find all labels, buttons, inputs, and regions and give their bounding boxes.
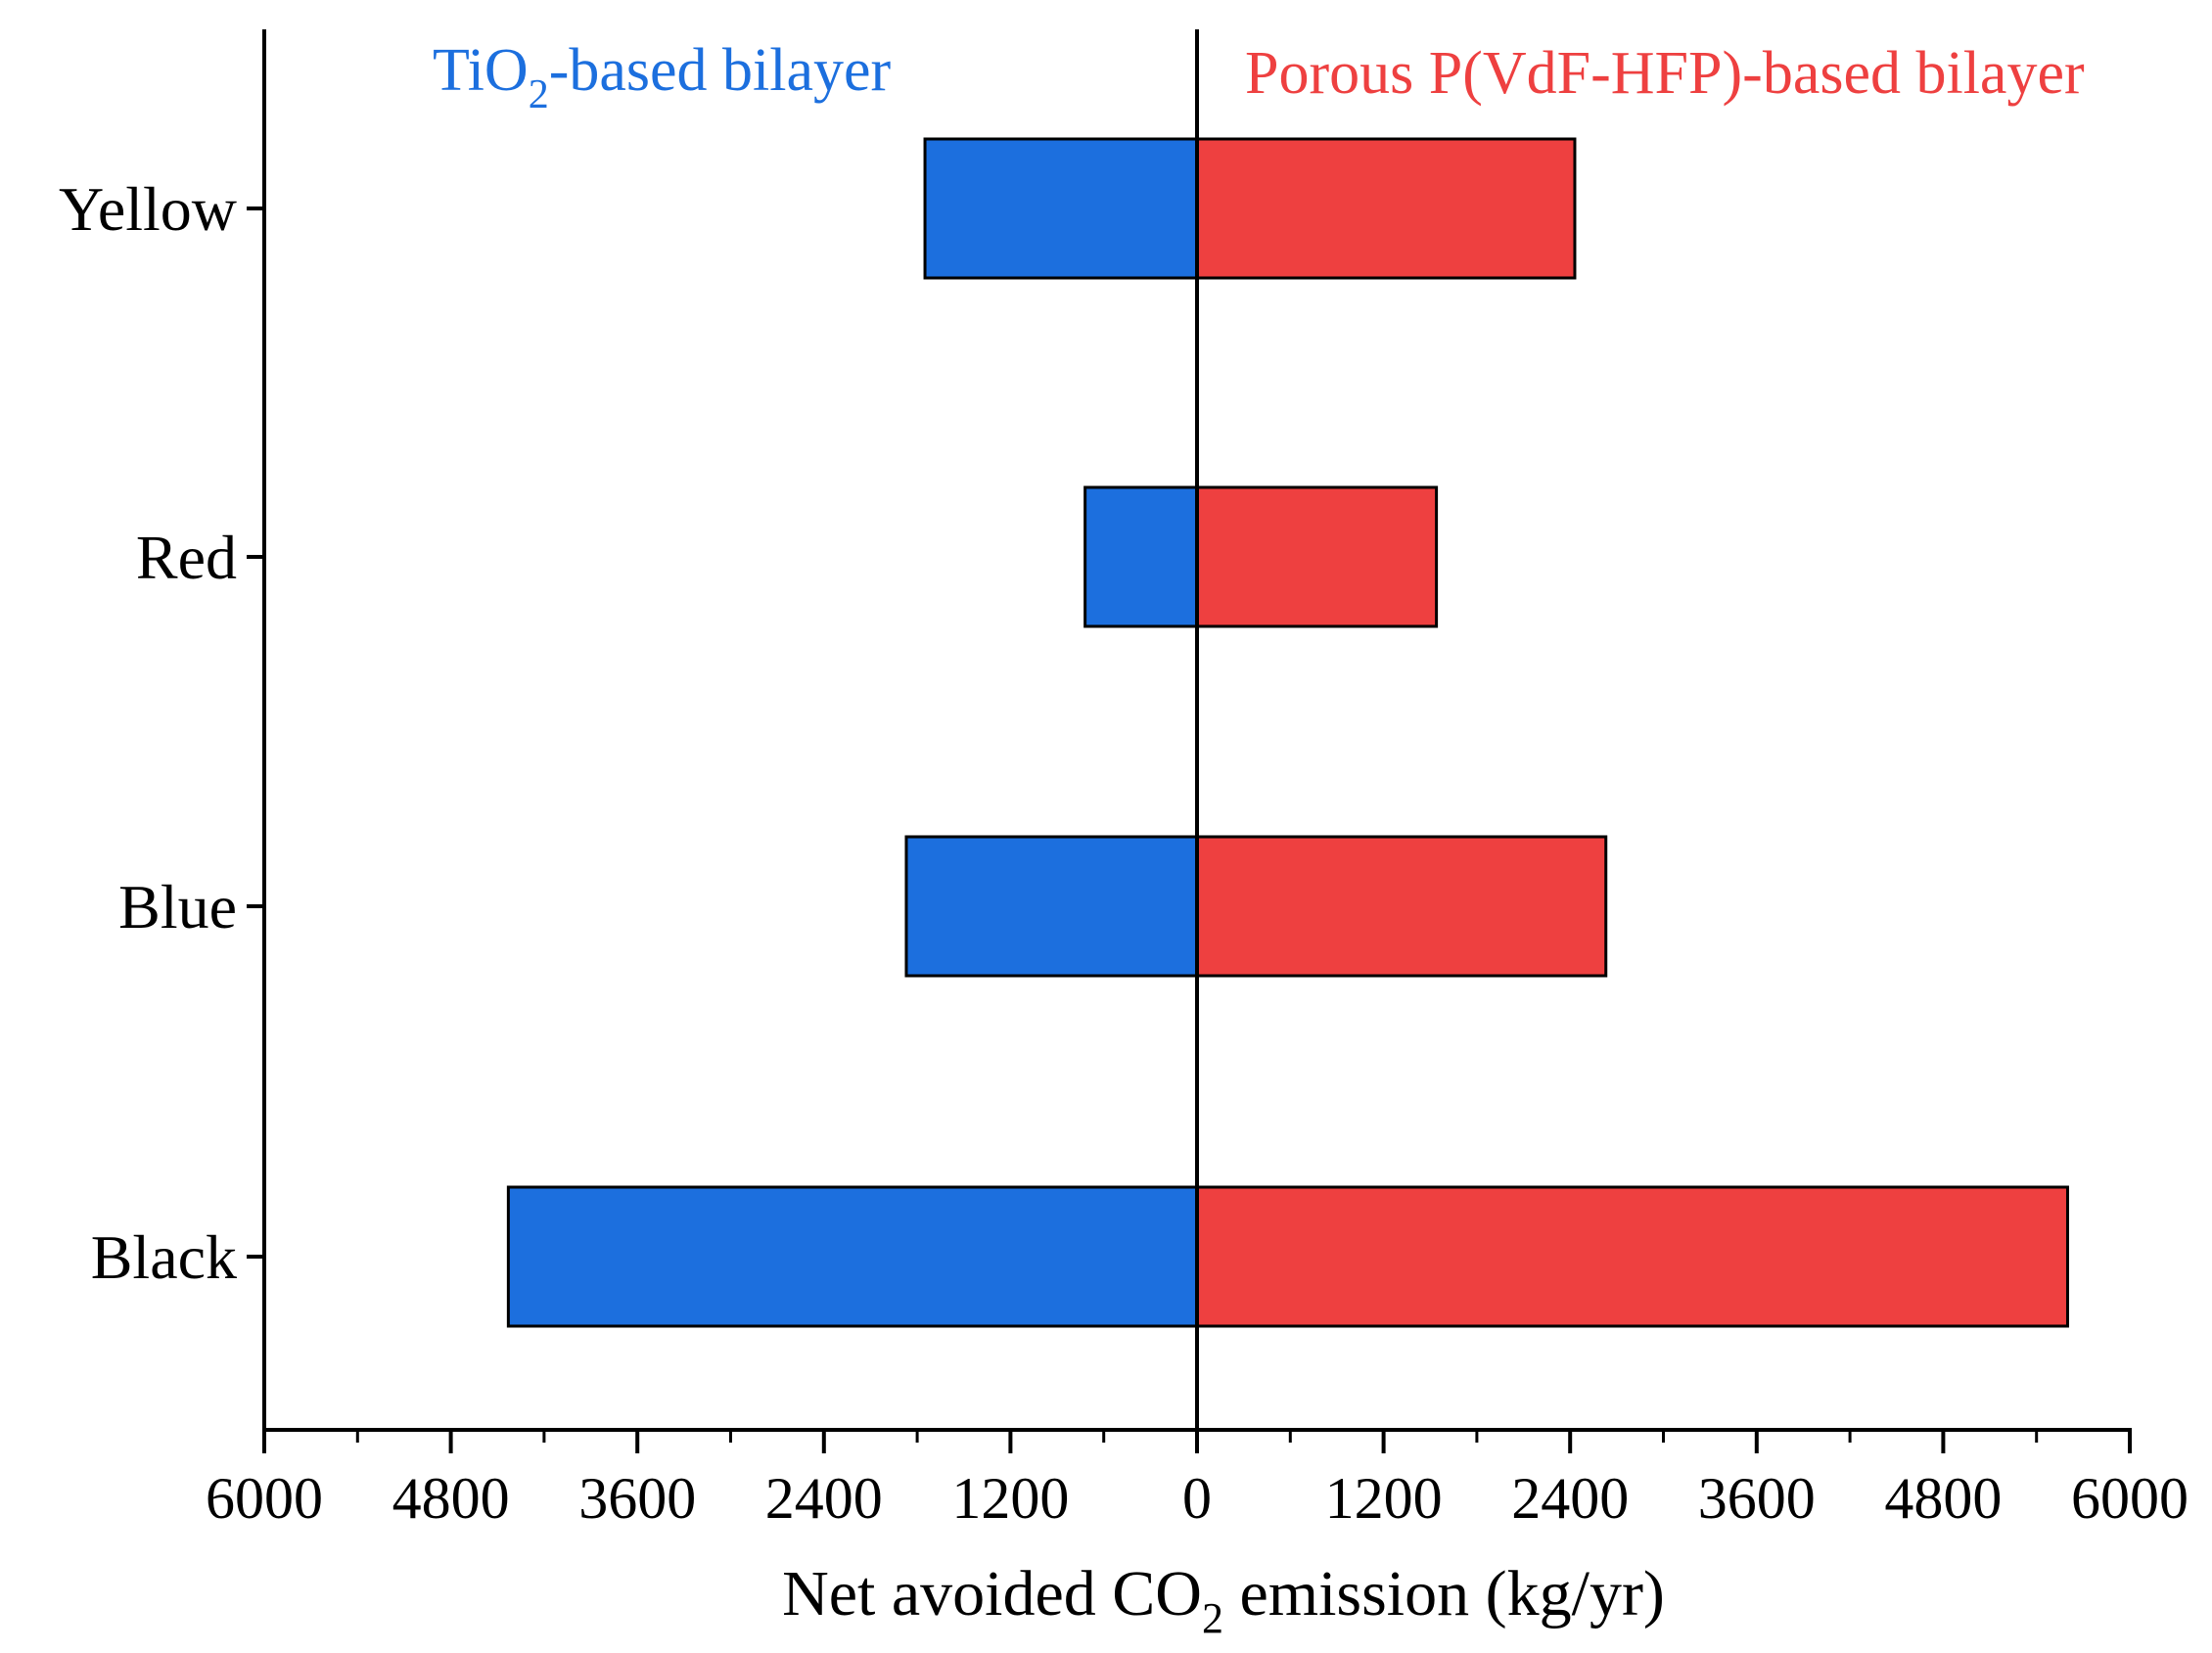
x-tick-label: 3600 — [1698, 1466, 1816, 1531]
bar-tio2-black — [506, 1185, 1199, 1328]
bar-tio2-red — [1083, 485, 1199, 628]
x-axis-title-post: emission (kg/yr) — [1223, 1558, 1665, 1630]
legend-tio2-rest: -based bilayer — [549, 37, 892, 104]
bars-layer — [506, 137, 2069, 1328]
x-tick-label: 4800 — [392, 1466, 510, 1531]
bar-tio2-yellow — [923, 137, 1199, 280]
bar-tio2-blue — [904, 835, 1199, 978]
legend-tio2-label: TiO2-based bilayer — [433, 37, 892, 117]
y-tick-label-blue: Blue — [118, 872, 237, 941]
x-tick-label: 6000 — [2071, 1466, 2189, 1531]
x-tick-label: 4800 — [1884, 1466, 2002, 1531]
legend-pvdf-label: Porous P(VdF-HFP)-based bilayer — [1245, 40, 2085, 107]
x-tick-label: 3600 — [578, 1466, 696, 1531]
x-axis-title-pre: Net avoided CO — [782, 1558, 1202, 1630]
legend-tio2-sub: 2 — [529, 72, 549, 117]
x-tick-label: 0 — [1182, 1466, 1212, 1531]
x-tick-label: 1200 — [1325, 1466, 1443, 1531]
labels-layer: Yellow Red Blue Black 6000 4800 3600 2400 1200 0 1… — [59, 174, 2189, 1642]
y-tick-label-red: Red — [136, 523, 237, 592]
bar-pvdf-red — [1195, 485, 1439, 628]
legend-tio2-main: TiO — [433, 37, 529, 104]
ticks-layer — [247, 207, 2132, 1453]
x-axis-title-sub: 2 — [1202, 1594, 1223, 1642]
bar-pvdf-black — [1195, 1185, 2069, 1328]
legend-layer: TiO2-based bilayer Porous P(VdF-HFP)-base… — [433, 37, 2085, 117]
y-tick-label-yellow: Yellow — [59, 174, 237, 244]
x-axis-title: Net avoided CO2 emission (kg/yr) — [782, 1558, 1665, 1642]
x-tick-label: 2400 — [1511, 1466, 1629, 1531]
x-tick-label: 6000 — [206, 1466, 323, 1531]
bar-pvdf-blue — [1195, 835, 1608, 978]
bar-pvdf-yellow — [1195, 137, 1577, 280]
x-tick-label: 1200 — [951, 1466, 1069, 1531]
y-tick-label-black: Black — [91, 1222, 237, 1292]
x-tick-label: 2400 — [765, 1466, 883, 1531]
